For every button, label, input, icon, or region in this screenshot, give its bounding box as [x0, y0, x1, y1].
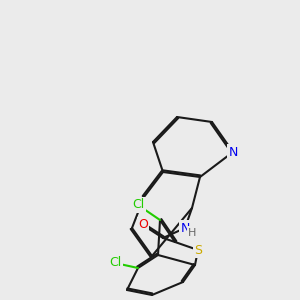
- Text: Cl: Cl: [109, 256, 121, 269]
- Text: H: H: [188, 227, 197, 238]
- Text: N: N: [228, 146, 238, 158]
- Text: N: N: [180, 221, 190, 235]
- Text: O: O: [138, 218, 148, 232]
- Text: S: S: [194, 244, 202, 256]
- Text: Cl: Cl: [132, 199, 144, 212]
